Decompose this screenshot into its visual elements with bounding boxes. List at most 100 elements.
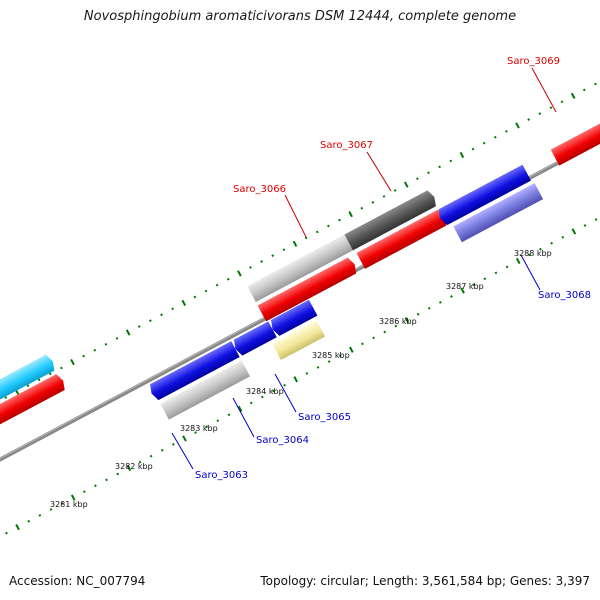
tick-label-3283: 3283 kbp xyxy=(180,424,218,433)
gene-arrow-saro-3065[interactable] xyxy=(272,320,326,360)
inner-major-tick xyxy=(460,287,465,294)
inner-minor-tick xyxy=(49,508,53,511)
outer-major-tick xyxy=(292,240,298,247)
gene-arrow-saro-3064[interactable] xyxy=(231,321,277,357)
inner-major-tick xyxy=(404,317,410,324)
inner-minor-tick xyxy=(539,247,542,251)
gene-label-saro-3064[interactable]: Saro_3064 xyxy=(256,435,309,446)
gene-arrow-cyan-upper[interactable] xyxy=(0,353,57,418)
gene-arrow-blue-small[interactable] xyxy=(268,299,318,337)
gene-arrow-blue-left[interactable] xyxy=(147,341,240,401)
inner-minor-tick xyxy=(416,312,420,316)
outer-major-tick xyxy=(403,181,409,188)
gene-label-saro-3069[interactable]: Saro_3069 xyxy=(507,56,560,67)
inner-minor-tick xyxy=(527,253,531,257)
forward-strand-track xyxy=(0,89,600,437)
tick-label-3281: 3281 kbp xyxy=(50,500,88,509)
outer-minor-tick xyxy=(471,147,475,151)
gene-label-saro-3063[interactable]: Saro_3063 xyxy=(195,470,248,481)
outer-minor-tick xyxy=(4,396,8,399)
gene-arrow-red-mid-right[interactable] xyxy=(356,208,449,269)
gene-arrow-saro-3068[interactable] xyxy=(453,183,544,243)
gene-label-saro-3066[interactable]: Saro_3066 xyxy=(233,184,286,195)
outer-major-tick xyxy=(515,122,520,129)
tick-label-3286: 3286 kbp xyxy=(379,317,417,326)
gene-label-saro-3065[interactable]: Saro_3065 xyxy=(298,412,351,423)
inner-minor-tick xyxy=(427,306,431,310)
tick-label-3287: 3287 kbp xyxy=(446,282,484,291)
gene-arrow-saro-3066[interactable] xyxy=(247,234,353,303)
inner-minor-tick xyxy=(338,354,342,357)
inner-minor-tick xyxy=(438,301,442,304)
outer-minor-tick xyxy=(104,342,108,346)
inner-minor-tick xyxy=(583,224,587,227)
gene-label-saro-3068[interactable]: Saro_3068 xyxy=(538,290,591,301)
inner-minor-tick xyxy=(216,419,220,423)
outer-major-tick xyxy=(570,92,576,99)
inner-minor-tick xyxy=(38,513,42,517)
inner-major-tick xyxy=(126,464,132,472)
inner-minor-tick xyxy=(505,265,509,269)
outer-minor-tick xyxy=(193,295,197,299)
inner-minor-tick xyxy=(194,431,197,434)
callout-line-saro-3064 xyxy=(232,397,255,438)
gene-arrow-saro-3063[interactable] xyxy=(160,360,251,420)
outer-minor-tick xyxy=(115,337,119,340)
gene-arrow-blue-right[interactable] xyxy=(436,164,531,227)
outer-minor-tick xyxy=(382,195,386,198)
outer-minor-tick xyxy=(149,319,152,323)
inner-major-tick xyxy=(571,228,577,235)
callout-line-saro-3069 xyxy=(531,67,557,113)
outer-minor-tick xyxy=(304,236,308,240)
outer-major-tick xyxy=(348,211,353,218)
outer-major-tick xyxy=(125,329,131,336)
inner-major-tick xyxy=(182,435,187,442)
inner-major-tick xyxy=(237,405,243,412)
gene-arrow-saro-3069[interactable] xyxy=(550,89,600,166)
genome-summary-text: Topology: circular; Length: 3,561,584 bp… xyxy=(260,574,590,588)
outer-minor-tick xyxy=(215,283,219,287)
gene-arrow-red-mid-lower[interactable] xyxy=(257,256,359,322)
outer-minor-tick xyxy=(560,100,564,104)
inner-minor-tick xyxy=(361,342,364,346)
inner-major-tick xyxy=(515,257,521,265)
inner-minor-tick xyxy=(60,502,64,505)
outer-minor-tick xyxy=(493,135,497,139)
outer-minor-tick xyxy=(438,165,441,169)
inner-minor-tick xyxy=(160,448,164,452)
inner-major-tick xyxy=(15,524,20,531)
inner-minor-tick xyxy=(138,460,142,464)
callout-line-saro-3065 xyxy=(274,373,297,413)
outer-minor-tick xyxy=(505,130,508,133)
reverse-strand-track xyxy=(147,164,544,420)
outer-minor-tick xyxy=(60,366,63,370)
outer-minor-tick xyxy=(171,307,174,311)
inner-major-tick xyxy=(349,346,354,353)
outer-minor-tick xyxy=(393,189,397,192)
outer-minor-tick xyxy=(427,171,430,175)
gene-arrow-red-left[interactable] xyxy=(0,373,67,437)
inner-minor-tick xyxy=(27,519,31,523)
genome-title: Novosphingobium aromaticivorans DSM 1244… xyxy=(83,9,517,24)
gene-label-saro-3067[interactable]: Saro_3067 xyxy=(320,140,373,151)
outer-minor-tick xyxy=(582,88,586,92)
inner-minor-tick xyxy=(383,330,387,334)
outer-minor-tick xyxy=(260,260,263,263)
tick-label-3282: 3282 kbp xyxy=(115,462,153,471)
inner-minor-tick xyxy=(105,478,108,482)
tick-label-3285: 3285 kbp xyxy=(312,351,350,360)
inner-minor-tick xyxy=(305,372,309,375)
outer-minor-tick xyxy=(449,159,453,163)
inner-minor-tick xyxy=(94,484,97,488)
inner-minor-tick xyxy=(272,389,275,393)
outer-major-tick xyxy=(70,358,75,366)
callout-line-saro-3067 xyxy=(366,151,392,192)
outer-major-tick xyxy=(237,270,242,277)
outer-minor-tick xyxy=(315,230,319,234)
gene-arrow-saro-3067[interactable] xyxy=(344,189,438,251)
inner-minor-tick xyxy=(327,360,331,363)
inner-tick-track xyxy=(5,218,598,535)
outer-minor-tick xyxy=(549,106,553,110)
callout-line-saro-3066 xyxy=(284,194,307,238)
